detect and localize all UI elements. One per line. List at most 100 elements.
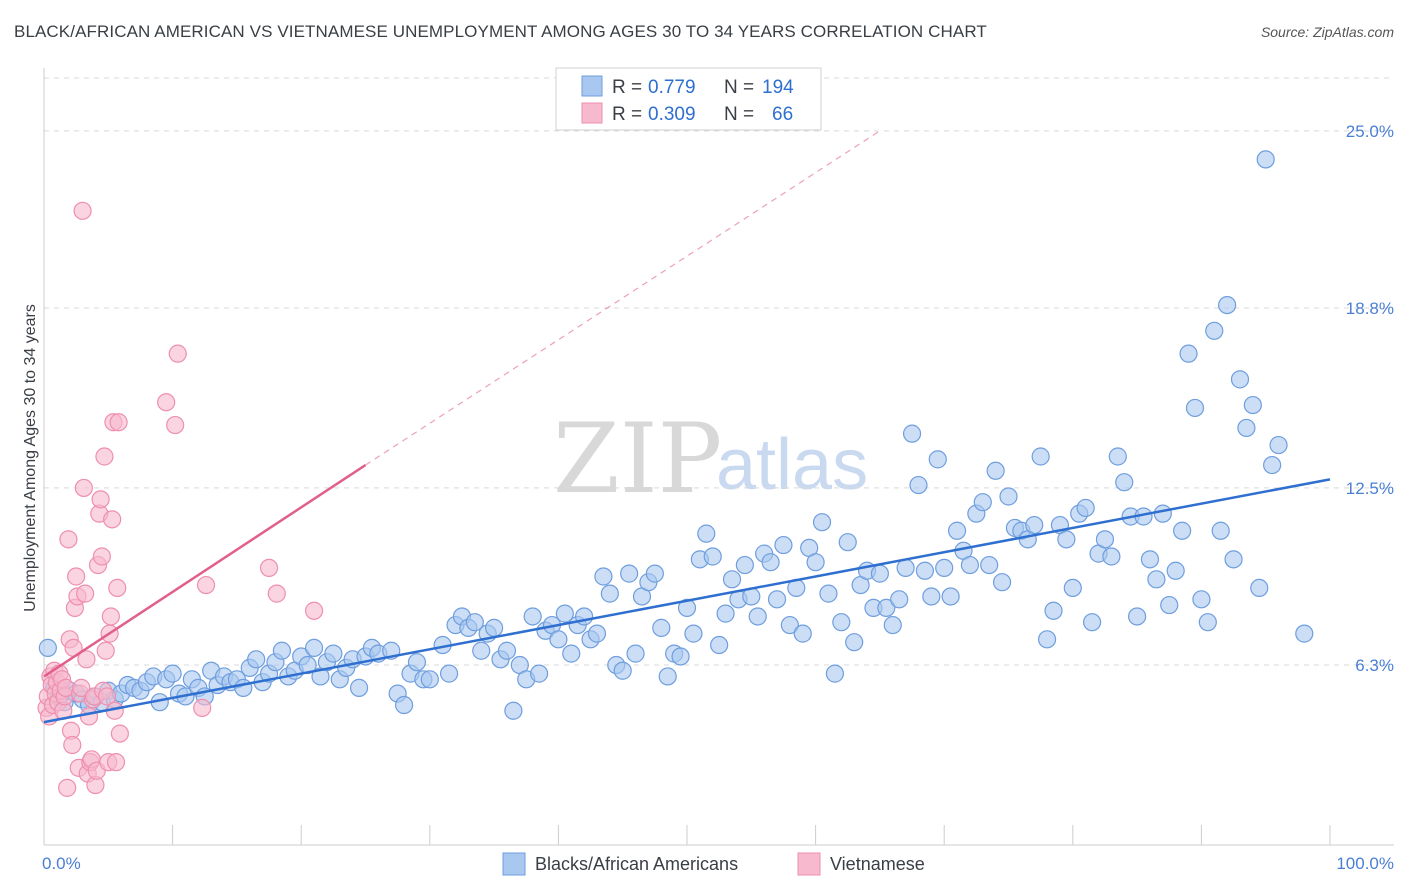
- data-point-vietnamese: [58, 778, 77, 797]
- x-tick-label-min: 0.0%: [42, 854, 81, 873]
- data-point-blacks: [992, 573, 1012, 592]
- data-point-blacks: [349, 678, 369, 697]
- data-point-blacks: [1263, 455, 1282, 475]
- data-point-blacks: [1250, 578, 1269, 598]
- data-point-blacks: [1095, 530, 1115, 549]
- data-point-blacks: [1269, 435, 1288, 455]
- data-point-blacks: [1256, 150, 1275, 169]
- y-tick-label: 18.8%: [1346, 299, 1394, 318]
- data-point-blacks: [497, 641, 517, 660]
- data-point-blacks: [780, 615, 799, 635]
- bottom-legend-label-vietnamese: Vietnamese: [830, 854, 925, 874]
- data-point-blacks: [999, 487, 1018, 506]
- trend-line-vietnamese-extension: [365, 130, 881, 466]
- data-point-vietnamese: [79, 707, 99, 726]
- data-point-blacks: [523, 607, 542, 626]
- data-point-blacks: [883, 615, 902, 635]
- watermark: ZIP atlas: [553, 403, 868, 515]
- data-point-blacks: [909, 475, 928, 495]
- bottom-legend-swatch-blue: [502, 852, 526, 876]
- data-point-blacks: [1057, 530, 1076, 549]
- data-point-vietnamese: [267, 584, 286, 603]
- legend-r-value-1: 0.779: [648, 77, 696, 98]
- legend-swatch-blue: [581, 75, 603, 97]
- data-point-blacks: [819, 584, 838, 603]
- data-point-blacks: [986, 461, 1005, 480]
- data-point-vietnamese: [77, 650, 96, 669]
- source-credit: Source: ZipAtlas.com: [1260, 24, 1394, 40]
- data-point-blacks: [980, 555, 999, 575]
- data-point-blacks: [1037, 630, 1057, 649]
- data-point-blacks: [832, 613, 851, 632]
- data-point-blacks: [555, 604, 574, 623]
- data-point-vietnamese: [73, 201, 92, 220]
- data-point-vietnamese: [76, 584, 95, 603]
- data-point-blacks: [812, 513, 832, 532]
- data-point-blacks: [922, 587, 941, 606]
- data-point-vietnamese: [97, 687, 117, 706]
- legend-n-value-1: 194: [762, 77, 794, 98]
- data-point-blacks: [870, 564, 890, 583]
- legend-swatch-pink: [581, 102, 603, 124]
- data-point-blacks: [645, 564, 664, 583]
- legend-r-value-2: 0.309: [648, 104, 696, 125]
- legend-n-label-1: N =: [724, 77, 754, 98]
- data-point-vietnamese: [67, 567, 86, 586]
- data-point-blacks: [1108, 447, 1127, 466]
- data-point-blacks: [735, 555, 754, 575]
- data-point-vietnamese: [196, 575, 216, 595]
- data-point-blacks: [1147, 570, 1166, 589]
- data-point-blacks: [1211, 521, 1230, 540]
- data-point-vietnamese: [108, 578, 127, 598]
- data-point-vietnamese: [91, 490, 110, 509]
- data-point-blacks: [1295, 624, 1314, 643]
- x-ticks: [172, 825, 1331, 845]
- data-point-blacks: [845, 633, 864, 652]
- data-point-vietnamese: [193, 698, 212, 717]
- data-point-blacks: [1044, 601, 1063, 620]
- watermark-zip: ZIP: [553, 403, 722, 515]
- data-point-blacks: [915, 561, 935, 580]
- data-point-vietnamese: [304, 601, 324, 620]
- data-point-blacks: [1198, 613, 1217, 632]
- data-point-blacks: [324, 644, 343, 663]
- data-point-blacks: [247, 650, 266, 669]
- data-point-blacks: [710, 635, 729, 655]
- data-point-vietnamese: [106, 753, 126, 772]
- data-point-blacks: [1102, 547, 1121, 566]
- data-point-vietnamese: [166, 415, 185, 435]
- data-point-blacks: [1192, 590, 1211, 609]
- data-point-blacks: [504, 701, 523, 720]
- trend-line-vietnamese: [43, 464, 367, 678]
- data-point-blacks: [1031, 447, 1050, 466]
- data-point-blacks: [420, 670, 439, 689]
- data-point-blacks: [1218, 295, 1237, 315]
- bottom-legend-label-blacks: Blacks/African Americans: [535, 854, 738, 874]
- data-point-blacks: [394, 695, 414, 715]
- data-point-vietnamese: [109, 413, 128, 432]
- data-point-blacks: [677, 598, 697, 618]
- y-tick-label: 25.0%: [1346, 122, 1394, 141]
- data-point-blacks: [1166, 561, 1185, 580]
- data-point-blacks: [941, 587, 960, 606]
- data-point-blacks: [1230, 370, 1250, 389]
- data-point-blacks: [838, 533, 857, 552]
- data-point-blacks: [234, 678, 253, 697]
- y-tick-labels: 6.3% 12.5% 18.8% 25.0%: [1346, 122, 1394, 675]
- data-point-blacks: [671, 647, 690, 666]
- data-point-blacks: [767, 590, 787, 609]
- data-point-blacks: [1115, 473, 1134, 492]
- data-point-vietnamese: [95, 447, 114, 466]
- data-point-blacks: [1185, 398, 1205, 418]
- data-point-blacks: [1173, 521, 1192, 540]
- data-point-blacks: [774, 535, 793, 555]
- data-point-blacks: [890, 590, 909, 609]
- data-point-blacks: [658, 667, 677, 686]
- data-point-blacks: [587, 624, 607, 643]
- data-point-blacks: [549, 630, 568, 649]
- data-point-blacks: [1160, 595, 1179, 615]
- data-point-blacks: [1205, 321, 1224, 340]
- data-point-blacks: [465, 613, 484, 632]
- data-point-vietnamese: [168, 344, 187, 363]
